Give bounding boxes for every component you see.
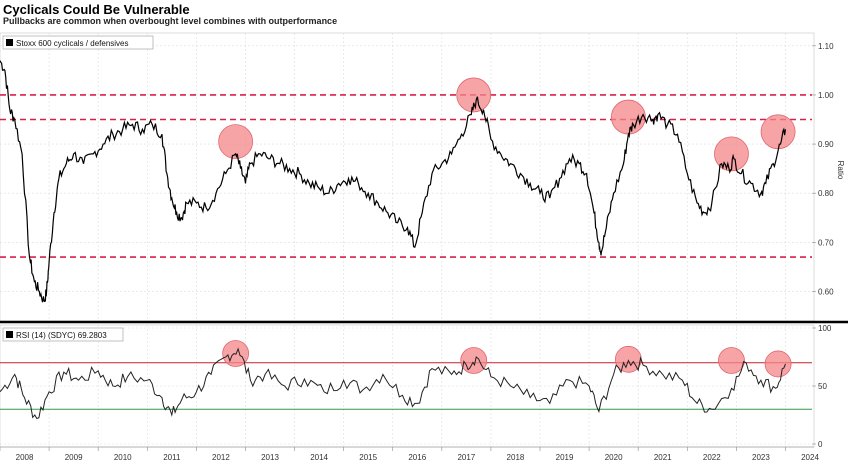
x-tick-label: 2019: [556, 453, 574, 462]
x-tick-label: 2009: [65, 453, 83, 462]
main-legend-swatch: [6, 39, 13, 46]
highlight-circle: [218, 124, 254, 160]
highlight-circle: [610, 99, 646, 135]
rsi-y-tick-label: 0: [818, 440, 823, 449]
highlight-circle: [460, 347, 488, 374]
main-y-tick-label: 0.90: [818, 140, 834, 149]
x-tick-label: 2024: [801, 453, 819, 462]
main-legend-label: Stoxx 600 cyclicals / defensives: [16, 39, 129, 48]
x-tick-label: 2017: [457, 453, 475, 462]
x-tick-label: 2018: [507, 453, 525, 462]
x-tick-label: 2022: [703, 453, 721, 462]
chart-subtitle: Pullbacks are common when overbought lev…: [3, 16, 338, 26]
x-tick-label: 2011: [163, 453, 181, 462]
x-tick-label: 2010: [114, 453, 132, 462]
x-tick-label: 2016: [408, 453, 426, 462]
x-tick-label: 2023: [752, 453, 770, 462]
x-tick-label: 2012: [212, 453, 230, 462]
rsi-legend-label: RSI (14) (SDYC) 69.2803: [16, 331, 107, 340]
highlight-circle: [456, 77, 492, 113]
x-tick-label: 2014: [310, 453, 328, 462]
x-tick-label: 2013: [261, 453, 279, 462]
main-y-axis-label: Ratio: [836, 161, 845, 180]
rsi-legend: RSI (14) (SDYC) 69.2803: [2, 327, 124, 342]
rsi-y-tick-label: 50: [818, 382, 827, 391]
rsi-series-line: [0, 347, 786, 420]
ratio-series-line: [0, 60, 787, 303]
main-y-tick-label: 1.10: [818, 42, 834, 51]
x-tick-label: 2020: [605, 453, 623, 462]
rsi-y-tick-label: 100: [818, 324, 832, 333]
highlight-circle: [718, 347, 745, 374]
x-tick-label: 2015: [359, 453, 377, 462]
main-legend: Stoxx 600 cyclicals / defensives: [2, 35, 154, 50]
main-y-tick-label: 0.80: [818, 189, 834, 198]
main-y-tick-label: 0.60: [818, 287, 834, 296]
x-tick-label: 2008: [16, 453, 34, 462]
highlight-circle: [714, 136, 749, 172]
chart-title: Cyclicals Could Be Vulnerable: [3, 2, 190, 17]
main-panel-frame: [0, 32, 815, 322]
highlight-circle: [760, 114, 796, 150]
highlight-circle: [764, 350, 792, 378]
main-y-tick-label: 0.70: [818, 238, 834, 247]
main-y-tick-label: 1.00: [818, 91, 834, 100]
rsi-legend-swatch: [6, 331, 13, 338]
rsi-panel-frame: [0, 324, 815, 448]
x-tick-label: 2021: [654, 453, 672, 462]
